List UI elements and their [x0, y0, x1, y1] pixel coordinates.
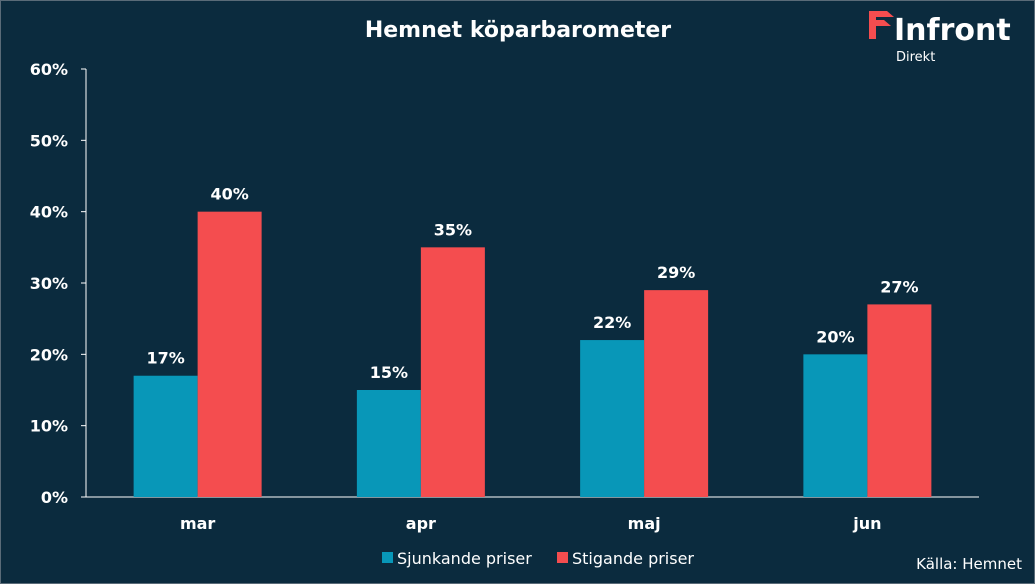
y-tick-label: 10% [30, 417, 68, 436]
data-label: 35% [434, 220, 472, 239]
data-label: 22% [593, 313, 631, 332]
infront-logo: Infront Direkt [869, 11, 1011, 65]
legend-label-sjunkande: Sjunkande priser [397, 549, 532, 568]
data-label: 20% [816, 327, 854, 346]
legend-label-stigande: Stigande priser [572, 549, 694, 568]
y-tick-label: 40% [30, 203, 68, 222]
bar-sjunkande-jun [803, 354, 868, 497]
x-tick-label: maj [628, 514, 661, 533]
y-axis: 0% 10% 20% 30% 40% 50% 60% [30, 60, 87, 507]
bars [133, 211, 932, 497]
y-tick-label: 0% [41, 488, 68, 507]
data-label: 15% [370, 363, 408, 382]
bar-sjunkande-mar [133, 375, 198, 497]
bar-sjunkande-maj [580, 340, 645, 497]
data-labels: 17% 40% 15% 35% 22% 29% 20% 27% [146, 185, 918, 382]
chart-title: Hemnet köparbarometer [365, 18, 671, 43]
x-tick-label: apr [406, 514, 436, 533]
source-note: Källa: Hemnet [916, 555, 1022, 573]
data-label: 17% [146, 349, 184, 368]
x-tick-label: mar [180, 514, 215, 533]
bar-stigande-apr [420, 247, 485, 497]
legend: Sjunkande priser Stigande priser [382, 549, 694, 568]
bar-stigande-jun [867, 304, 932, 497]
data-label: 29% [657, 263, 695, 282]
logo-sub: Direkt [896, 50, 935, 65]
bar-stigande-mar [197, 211, 262, 497]
infront-logo-icon [869, 11, 894, 39]
legend-swatch-stigande [557, 552, 568, 563]
x-tick-label: jun [852, 514, 881, 533]
y-tick-label: 30% [30, 274, 68, 293]
data-label: 40% [210, 185, 248, 204]
logo-brand: Infront [894, 13, 1011, 48]
y-tick-label: 60% [30, 60, 68, 79]
bar-stigande-maj [644, 290, 709, 497]
y-tick-label: 50% [30, 131, 68, 150]
legend-swatch-sjunkande [382, 552, 393, 563]
bar-sjunkande-apr [356, 390, 421, 497]
y-tick-label: 20% [30, 345, 68, 364]
x-axis: mar apr maj jun [86, 496, 979, 533]
data-label: 27% [880, 277, 918, 296]
